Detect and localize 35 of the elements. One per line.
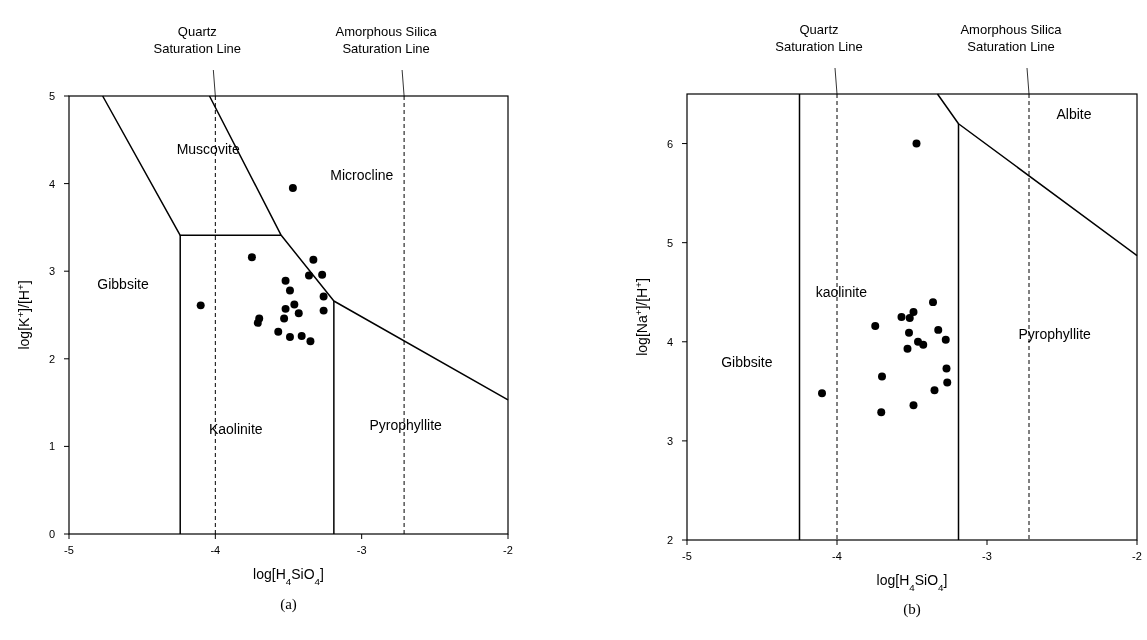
text: (b) bbox=[903, 601, 921, 619]
x-tick-label: -2 bbox=[503, 544, 513, 556]
y-tick-label: 0 bbox=[48, 528, 55, 540]
x-axis-title: log[H$_{4}$SiO$_{4}$] bbox=[253, 566, 324, 587]
annotation: Gibbsite bbox=[721, 353, 773, 370]
y-tick-label: 5 bbox=[48, 90, 55, 102]
y-tick-label: 6 bbox=[666, 137, 673, 150]
x-tick-label: -5 bbox=[682, 550, 692, 562]
ref-line-label: Amorphous Silica Saturation Line bbox=[960, 22, 1063, 54]
annotation: Pyrophyllite bbox=[1018, 325, 1092, 342]
x-tick-label: -2 bbox=[1132, 550, 1142, 562]
annotation: kaolinite bbox=[815, 284, 868, 301]
y-tick-label: 4 bbox=[666, 335, 673, 348]
y-tick-label: 4 bbox=[48, 177, 55, 190]
annotation: Pyrophyllite bbox=[369, 416, 443, 433]
y-tick-label: 3 bbox=[48, 265, 55, 278]
annotation: Microcline bbox=[330, 166, 394, 183]
x-tick-label: -5 bbox=[64, 544, 74, 556]
text: (a) bbox=[280, 596, 297, 614]
x-tick-label: -3 bbox=[356, 544, 367, 556]
y-tick-label: 5 bbox=[666, 236, 673, 249]
annotation: Gibbsite bbox=[97, 276, 149, 293]
x-tick-label: -3 bbox=[982, 550, 992, 562]
ref-line-label: Quartz Saturation Line bbox=[153, 24, 242, 56]
ref-line-label: Quartz Saturation Line bbox=[775, 22, 863, 54]
y-tick-label: 1 bbox=[48, 440, 55, 453]
annotation: Kaolinite bbox=[208, 420, 263, 437]
x-axis-title: log[H$_{4}$SiO$_{4}$] bbox=[876, 572, 948, 593]
x-tick-label: -4 bbox=[210, 544, 221, 556]
y-tick-label: 3 bbox=[666, 434, 673, 447]
ref-line-label: Amorphous Silica Saturation Line bbox=[335, 24, 438, 56]
annotation: Albite bbox=[1056, 105, 1092, 122]
x-tick-label: -4 bbox=[832, 550, 842, 562]
y-tick-label: 2 bbox=[666, 534, 673, 546]
y-tick-label: 2 bbox=[48, 352, 55, 365]
